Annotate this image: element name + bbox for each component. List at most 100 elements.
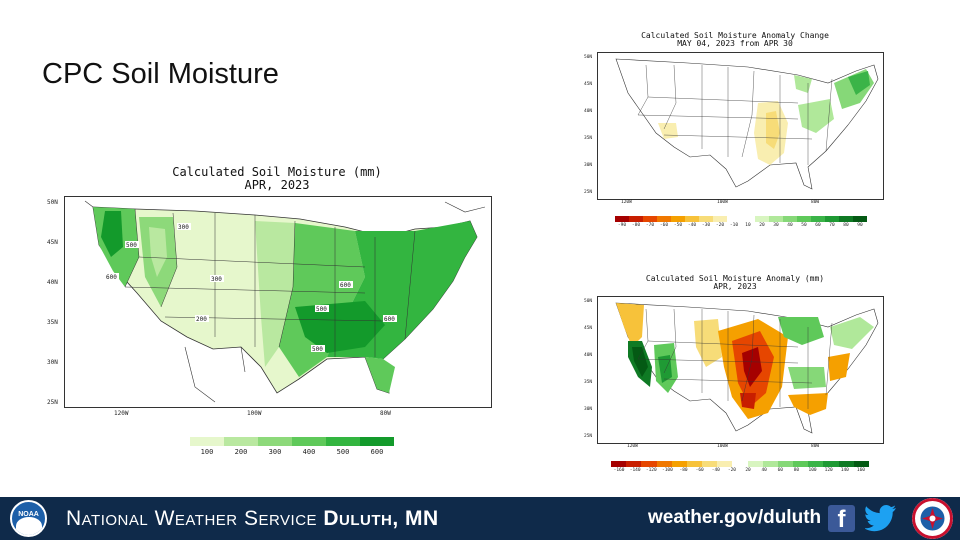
- anomaly-map-title-line2: APR, 2023: [713, 282, 757, 292]
- legend-label: 500: [336, 448, 350, 456]
- legend-swatch: [291, 437, 326, 446]
- legend-swatch: [797, 216, 811, 222]
- legend-label: 160: [856, 468, 866, 473]
- lat-label: 45N: [47, 239, 58, 246]
- legend-swatch: [823, 461, 839, 467]
- legend-swatch: [629, 216, 643, 222]
- legend-label: 100: [808, 468, 817, 473]
- anomaly-panel: Calculated Soil Moisture Anomaly (mm) AP…: [575, 273, 895, 478]
- anomaly-change-panel: Calculated Soil Moisture Anomaly Change …: [575, 30, 895, 230]
- slide-title: CPC Soil Moisture: [42, 58, 279, 90]
- change-map-title: Calculated Soil Moisture Anomaly Change …: [575, 31, 895, 49]
- legend-label: -90: [617, 223, 627, 228]
- lon-label: 120W: [621, 200, 632, 205]
- legend-label: 90: [857, 223, 863, 228]
- legend-swatch: [671, 461, 687, 467]
- anomaly-map-graphic: [598, 297, 883, 443]
- legend-swatch: [741, 216, 755, 222]
- facebook-icon[interactable]: f: [828, 505, 855, 533]
- footer-office-name: Duluth, MN: [323, 507, 439, 530]
- legend-swatch: [699, 216, 713, 222]
- legend-swatch: [838, 461, 854, 467]
- legend-swatch: [825, 216, 839, 222]
- footer-url-link[interactable]: weather.gov/duluth: [648, 507, 822, 528]
- legend-swatch: [769, 216, 783, 222]
- contour-label: 500: [312, 346, 323, 353]
- legend-label: 70: [829, 223, 835, 228]
- legend-swatch: [686, 461, 703, 467]
- lat-label: 30N: [584, 163, 593, 168]
- lon-label: 80W: [811, 200, 820, 205]
- legend-swatch: [223, 437, 258, 446]
- anomaly-map-title-line1: Calculated Soil Moisture Anomaly (mm): [645, 274, 825, 283]
- legend-swatch: [853, 216, 867, 222]
- nws-logo-graphic: [912, 498, 953, 539]
- legend-label: 40: [787, 223, 793, 228]
- twitter-icon[interactable]: [865, 505, 897, 532]
- legend-swatch: [732, 461, 748, 467]
- legend-swatch: [717, 461, 733, 467]
- legend-swatch: [839, 216, 853, 222]
- lat-label: 45N: [584, 82, 593, 87]
- lat-label: 25N: [584, 190, 593, 195]
- legend-label: -70: [645, 223, 655, 228]
- total-map-legend-labels: 100 200 300 400 500 600: [190, 448, 394, 456]
- legend-label: 60: [777, 468, 784, 473]
- lon-label: 100W: [717, 200, 728, 205]
- legend-swatch: [325, 437, 360, 446]
- lat-label: 40N: [47, 279, 58, 286]
- legend-label: 10: [745, 223, 751, 228]
- legend-label: -120: [645, 468, 657, 473]
- legend-label: 80: [793, 468, 800, 473]
- footer-office-title: National Weather Service Duluth, MN: [66, 507, 439, 531]
- lat-label: 50N: [47, 199, 58, 206]
- contour-label: 300: [211, 276, 222, 283]
- noaa-logo-text: NOAA: [18, 511, 39, 518]
- legend-label: -60: [695, 468, 704, 473]
- lat-label: 50N: [584, 55, 593, 60]
- lat-label: 45N: [584, 326, 593, 331]
- lon-label: 120W: [627, 444, 638, 449]
- anomaly-map-title: Calculated Soil Moisture Anomaly (mm) AP…: [575, 274, 895, 292]
- legend-label: 400: [302, 448, 316, 456]
- total-map-title: Calculated Soil Moisture (mm) APR, 2023: [42, 166, 512, 191]
- legend-swatch: [190, 437, 224, 446]
- legend-swatch: [808, 461, 824, 467]
- legend-swatch: [656, 461, 672, 467]
- legend-swatch: [727, 216, 741, 222]
- legend-label: 300: [268, 448, 282, 456]
- legend-label: 80: [843, 223, 849, 228]
- total-map-graphic: 600 300 500 300 200 500 500 600 600: [65, 197, 491, 407]
- legend-label: 50: [801, 223, 807, 228]
- contour-label: 600: [340, 282, 351, 289]
- total-map-legend: [190, 437, 394, 446]
- legend-label: 140: [840, 468, 849, 473]
- footer-bar: NOAA National Weather Service Duluth, MN…: [0, 497, 960, 540]
- legend-label: -20: [715, 223, 725, 228]
- anomaly-map-legend: [611, 461, 869, 467]
- contour-label: 600: [384, 316, 395, 323]
- noaa-logo-icon[interactable]: NOAA: [10, 500, 47, 537]
- lon-label: 80W: [811, 444, 820, 449]
- lat-label: 25N: [47, 399, 58, 406]
- contour-label: 500: [316, 306, 327, 313]
- legend-label: -80: [631, 223, 641, 228]
- total-map-title-line2: APR, 2023: [244, 177, 310, 192]
- change-map-frame: [597, 52, 884, 200]
- legend-label: 600: [370, 448, 384, 456]
- legend-label: 40: [761, 468, 767, 473]
- legend-swatch: [671, 216, 685, 222]
- legend-label: -30: [701, 223, 711, 228]
- legend-label: 100: [200, 448, 214, 456]
- legend-swatch: [793, 461, 809, 467]
- lon-label: 100W: [717, 444, 728, 449]
- total-map-title-line1: Calculated Soil Moisture (mm): [172, 165, 382, 179]
- legend-swatch: [657, 216, 671, 222]
- noaa-bird-shape: [16, 517, 42, 535]
- lat-label: 50N: [584, 299, 593, 304]
- lat-label: 40N: [584, 109, 593, 114]
- legend-swatch: [641, 461, 657, 467]
- legend-swatch: [615, 216, 629, 222]
- legend-swatch: [257, 437, 292, 446]
- nws-logo-icon[interactable]: [912, 498, 953, 539]
